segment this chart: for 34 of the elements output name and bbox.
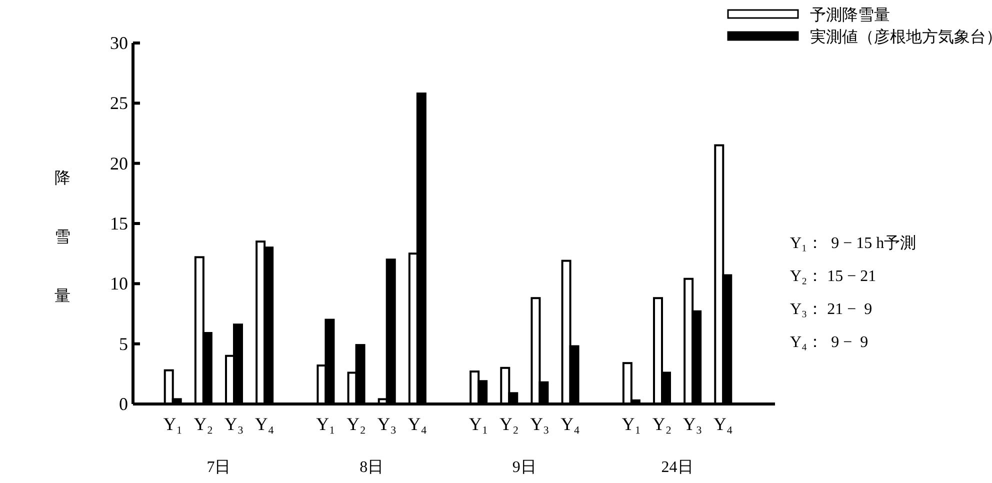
x-tick-label: Y₂ — [194, 414, 214, 434]
x-tick-label: Y₃ — [682, 414, 702, 434]
text: Y₃： 21 − 9 — [790, 301, 872, 318]
y-tick-label: 5 — [119, 334, 128, 354]
x-tick-label: Y₂ — [346, 414, 366, 434]
x-tick-label: Y₁ — [468, 414, 488, 434]
x-tick-label: Y₂ — [652, 414, 672, 434]
text: 24日 — [661, 459, 694, 476]
y-tick-label: 0 — [119, 394, 128, 414]
y-tick-label: 15 — [110, 214, 128, 234]
x-tick-label: Y₄ — [408, 414, 428, 434]
x-tick-label: Y₄ — [714, 414, 733, 434]
x-tick-label: Y₃ — [224, 414, 244, 434]
x-tick-label: Y₁ — [316, 414, 336, 434]
text: 8日 — [360, 459, 384, 476]
x-tick-label: Y₄ — [560, 414, 580, 434]
y-tick-label: 20 — [110, 153, 128, 174]
text: 9日 — [512, 459, 536, 476]
x-tick-label: Y₂ — [500, 414, 519, 434]
x-tick-label: Y₃ — [530, 414, 550, 434]
x-tick-label: Y₁ — [622, 414, 642, 434]
legend-label: 実測値（彦根地方気象台） — [810, 28, 992, 46]
x-tick-label: Y₃ — [377, 414, 396, 434]
y-tick-label: 25 — [110, 93, 128, 114]
y-tick-label: 30 — [110, 33, 128, 53]
y-axis-title: 降雪量 — [54, 157, 70, 334]
legend-label: 予測降雪量 — [810, 6, 890, 24]
y-tick-label: 10 — [110, 274, 128, 294]
x-tick-label: Y₁ — [163, 414, 182, 434]
text: 7日 — [206, 459, 231, 476]
text: Y₁： 9 − 15 h予測 — [790, 234, 916, 252]
text: Y₂： 15 − 21 — [790, 268, 876, 285]
text: Y₄： 9 − 9 — [790, 334, 868, 351]
x-tick-label: Y₄ — [254, 414, 274, 434]
